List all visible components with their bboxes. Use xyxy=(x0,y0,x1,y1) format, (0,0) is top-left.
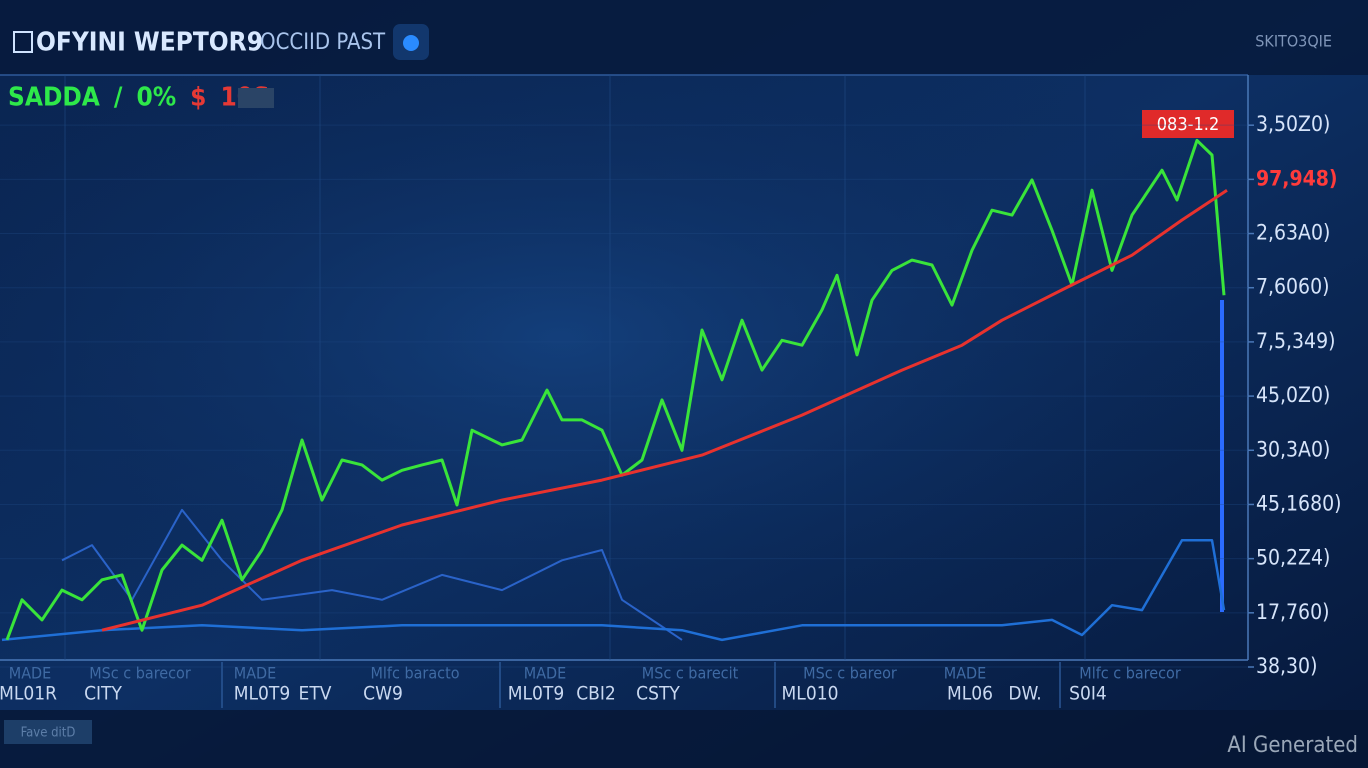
plot-glow xyxy=(0,75,1245,660)
header-right: SKITO3QIE xyxy=(1255,32,1332,51)
x-label: ML010 xyxy=(782,683,839,705)
button[interactable] xyxy=(4,720,92,744)
x-label-top: MADE xyxy=(234,664,276,683)
y-tick-label: 45,1680) xyxy=(1256,491,1341,515)
badge xyxy=(1142,110,1234,138)
y-tick-label: 7,5,349) xyxy=(1256,329,1335,353)
vertical-grid xyxy=(64,75,1086,660)
x-label: CITY xyxy=(84,683,122,705)
header-bar xyxy=(0,0,1368,75)
x-label: CBI2 xyxy=(576,683,616,705)
x-label-top: MADE xyxy=(9,664,51,683)
y-tick-label: 3,50Z0) xyxy=(1256,112,1330,136)
y-tick-label: 17,760) xyxy=(1256,600,1329,624)
ticker-item: / xyxy=(114,83,123,113)
footer-bar xyxy=(0,710,1368,768)
x-label: ML0T9 xyxy=(508,683,564,705)
ticker-item: 0% xyxy=(136,83,176,113)
x-label-top: Mlfc baracto xyxy=(370,664,459,683)
x-label: ML06 xyxy=(947,683,993,705)
x-label: ML01R xyxy=(0,683,57,705)
x-label-top: Mlfc c barecor xyxy=(1079,664,1181,683)
title: OFYINI WEPTOR9 xyxy=(36,28,263,58)
ticker-item: SADDA xyxy=(8,83,100,113)
x-label: CSTY xyxy=(636,683,680,705)
x-label: S0I4 xyxy=(1069,683,1107,705)
settings-icon xyxy=(403,35,419,51)
ticker-item: $ xyxy=(190,83,206,113)
series-line xyxy=(101,188,1228,632)
x-label-top: MSc c barecit xyxy=(642,664,739,683)
y-tick-label: 7,6060) xyxy=(1256,275,1329,299)
ticker: SADDA/0%$10S xyxy=(8,83,270,113)
logo-icon xyxy=(13,31,33,53)
x-label: ML0T9 xyxy=(234,683,290,705)
x-label: ETV xyxy=(299,683,332,705)
x-label-top: MADE xyxy=(944,664,986,683)
x-label-top: MSc c bareor xyxy=(803,664,897,683)
x-label-top: MSc c barecor xyxy=(89,664,191,683)
y-tick-label: 50,2Z4) xyxy=(1256,546,1330,570)
ticker-chip xyxy=(238,88,274,108)
badge-text: 083-1.2 xyxy=(1157,114,1220,135)
series-line xyxy=(1,538,1226,642)
y-tick-label: 2,63A0) xyxy=(1256,221,1330,245)
x-label: DW. xyxy=(1008,683,1041,705)
x-label-top: MADE xyxy=(524,664,566,683)
x-label: CW9 xyxy=(363,683,403,705)
y-tick-label: 30,3A0) xyxy=(1256,437,1330,461)
y-tick-label: 38,30) xyxy=(1256,654,1317,678)
subtitle: OCCIID PAST xyxy=(260,30,386,55)
button-label: Fave ditD xyxy=(21,726,76,741)
y-tick-label: 45,0Z0) xyxy=(1256,383,1330,407)
series-line xyxy=(61,508,683,641)
x-label-separators xyxy=(221,662,1061,708)
watermark: AI Generated xyxy=(1227,733,1358,758)
y-tick-label: 97,948) xyxy=(1256,166,1338,190)
